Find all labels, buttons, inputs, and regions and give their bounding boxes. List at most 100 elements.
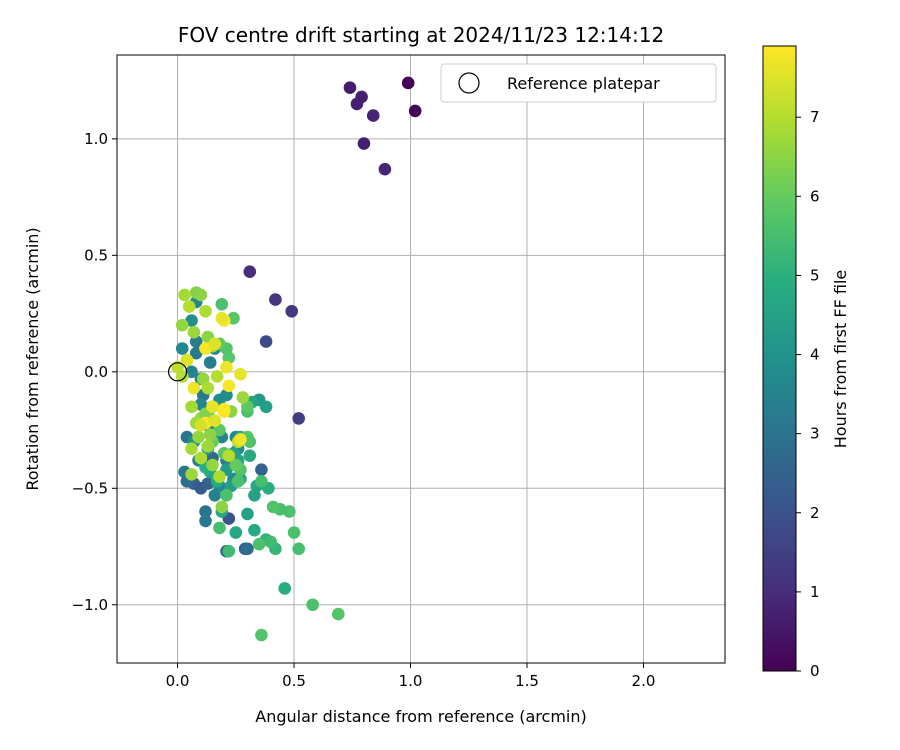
data-point: [408, 104, 422, 118]
data-point: [264, 535, 278, 549]
data-point: [185, 400, 198, 414]
data-point: [259, 335, 273, 348]
data-point: [222, 544, 236, 558]
x-axis-label: Angular distance from reference (arcmin): [255, 707, 586, 726]
data-point: [292, 412, 306, 425]
data-point: [187, 325, 201, 339]
data-point: [208, 337, 222, 351]
data-point: [241, 400, 254, 414]
colorbar-tick-label: 6: [810, 187, 820, 205]
data-point: [199, 505, 212, 518]
data-point: [292, 542, 306, 556]
data-point: [203, 428, 217, 442]
x-tick-label: 2.0: [632, 672, 656, 690]
plot-area-frame: [116, 54, 726, 664]
data-point: [222, 379, 236, 393]
chart-title: FOV centre drift starting at 2024/11/23 …: [178, 23, 664, 47]
data-point: [206, 400, 219, 414]
data-point: [182, 300, 196, 313]
data-point: [215, 297, 229, 311]
data-point: [278, 582, 292, 595]
data-point: [208, 488, 222, 502]
data-point: [189, 346, 203, 360]
data-point: [201, 440, 215, 453]
data-point: [401, 76, 415, 90]
data-point: [266, 500, 280, 514]
colorbar-tick-label: 4: [810, 346, 820, 364]
data-point: [196, 372, 210, 386]
data-point: [217, 405, 231, 418]
data-point: [199, 342, 212, 355]
data-point: [201, 381, 215, 395]
data-point: [306, 598, 319, 612]
legend-entry-reference-platepar: Reference platepar: [507, 74, 660, 93]
data-point: [241, 507, 254, 521]
legend-box: [440, 63, 717, 103]
data-point: [199, 304, 212, 318]
data-point: [203, 356, 217, 369]
legend: Reference platepar: [440, 63, 717, 103]
colorbar-tick-label: 2: [810, 504, 820, 522]
data-point: [192, 430, 205, 444]
y-axis-label: Rotation from reference (arcmin): [23, 227, 42, 490]
data-point: [185, 468, 198, 481]
legend-reference-marker: [458, 72, 480, 94]
data-point: [234, 433, 247, 446]
colorbar-tick-label: 0: [810, 662, 820, 680]
data-point: [210, 370, 224, 383]
data-point: [332, 607, 345, 621]
y-tick-label: 0.0: [84, 363, 108, 381]
data-point: [220, 360, 233, 374]
data-points: [171, 76, 422, 642]
colorbar-gradient: [762, 45, 797, 672]
data-point: [269, 293, 282, 306]
data-point: [185, 365, 198, 379]
data-point: [248, 488, 261, 502]
data-point: [252, 537, 266, 551]
data-point: [171, 360, 184, 374]
x-axis-ticks: 0.0 0.5 1.0 1.5 2.0: [166, 663, 656, 690]
y-tick-label: −0.5: [72, 479, 108, 497]
data-point: [350, 97, 364, 111]
data-point: [194, 451, 208, 465]
data-point: [194, 419, 208, 432]
data-point: [357, 137, 371, 150]
data-point: [213, 521, 226, 535]
data-point: [255, 463, 268, 476]
data-point: [241, 542, 254, 556]
data-point: [185, 442, 198, 455]
data-point: [175, 342, 189, 355]
colorbar-tick-label: 7: [810, 108, 820, 126]
colorbar-tick-label: 1: [810, 583, 820, 601]
colorbar-tick-label: 5: [810, 266, 820, 284]
data-point: [194, 288, 208, 302]
colorbar: 0 1 2 3 4 5 6 7 Hours from first FF file: [762, 45, 850, 680]
data-point: [248, 523, 261, 537]
data-point: [213, 423, 226, 437]
data-point: [285, 304, 299, 318]
reference-marker: [167, 362, 188, 382]
x-tick-label: 1.0: [399, 672, 423, 690]
data-point: [243, 265, 257, 278]
data-point: [255, 628, 268, 642]
data-point: [222, 449, 236, 462]
data-point: [343, 81, 357, 94]
x-tick-label: 0.0: [166, 672, 190, 690]
data-point: [215, 311, 229, 325]
colorbar-ticks: 0 1 2 3 4 5 6 7: [796, 108, 820, 680]
x-tick-label: 0.5: [282, 672, 306, 690]
data-point: [229, 458, 243, 472]
data-point: [215, 500, 229, 514]
data-point: [243, 449, 257, 462]
data-point: [187, 381, 201, 395]
data-point: [378, 162, 392, 176]
y-axis-ticks: −1.0 −0.5 0.0 0.5 1.0: [72, 130, 117, 614]
y-tick-label: 0.5: [84, 246, 108, 264]
data-point: [220, 488, 233, 502]
data-point: [231, 474, 245, 488]
x-tick-label: 1.5: [515, 672, 539, 690]
data-point: [259, 400, 273, 414]
data-point: [255, 474, 268, 488]
y-tick-label: 1.0: [84, 130, 108, 148]
